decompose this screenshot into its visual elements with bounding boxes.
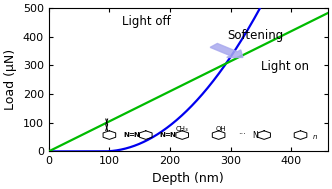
Text: $\langle$: $\langle$ [103,116,110,133]
Text: $\rangle$: $\rangle$ [103,116,110,133]
Text: ···: ··· [238,131,246,140]
Text: Light on: Light on [261,60,309,73]
Text: N: N [124,132,129,138]
Text: N: N [133,132,139,138]
X-axis label: Depth (nm): Depth (nm) [152,172,224,185]
FancyArrow shape [210,43,243,57]
Text: CH₃: CH₃ [176,126,189,132]
Text: Light off: Light off [122,15,170,28]
Text: N: N [160,132,166,138]
Text: N: N [252,131,258,140]
Text: =: = [165,132,171,138]
Text: N: N [170,132,175,138]
Y-axis label: Load (μN): Load (μN) [4,49,17,110]
Text: Softening: Softening [228,29,284,42]
Text: n: n [313,134,317,140]
Text: OH: OH [216,126,226,132]
Text: =: = [128,132,134,138]
